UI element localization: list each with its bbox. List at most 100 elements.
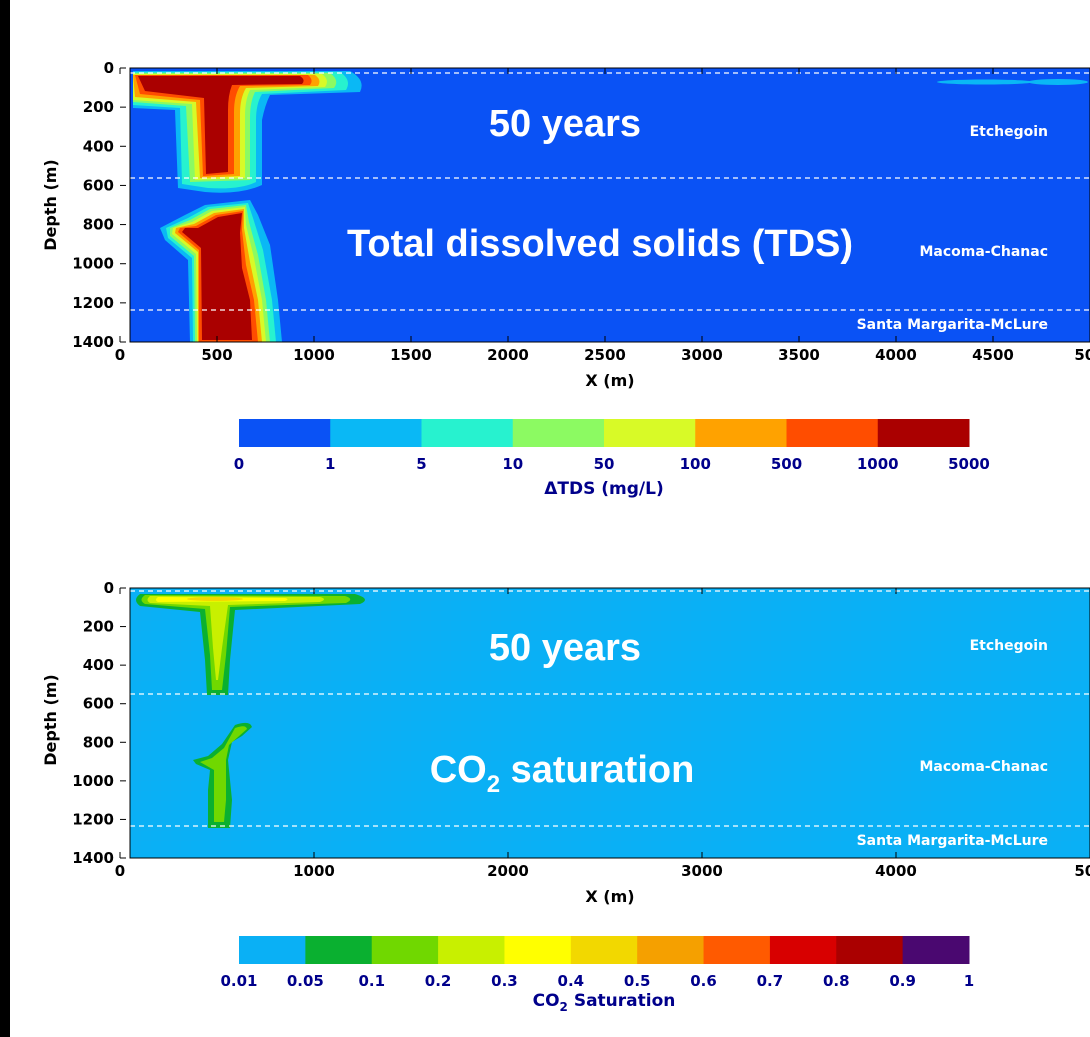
colorbar-swatch xyxy=(695,419,787,447)
tds-upper-plume xyxy=(133,71,362,193)
co2-subtitle-suffix: saturation xyxy=(500,749,694,791)
tds-formation-santa-margarita: Santa Margarita-McLure xyxy=(857,317,1048,333)
tds-formation-macoma: Macoma-Chanac xyxy=(919,244,1048,260)
colorbar-tick-label: 0 xyxy=(234,455,244,473)
y-tick-label: 800 xyxy=(83,733,114,751)
tds-colorbar-label: ΔTDS (mg/L) xyxy=(544,479,664,499)
x-tick-label: 500 xyxy=(1074,346,1090,364)
colorbar-tick-label: 5 xyxy=(416,455,426,473)
co2-colorbar-label-sub: 2 xyxy=(560,1000,568,1014)
colorbar-swatch xyxy=(786,419,879,447)
co2-formation-santa-margarita: Santa Margarita-McLure xyxy=(857,833,1048,849)
co2-panel: 50 years CO2 saturation Etchegoin Macoma… xyxy=(41,579,1090,1014)
co2-y-ticks: 0 200 400 600 800 1000 1200 1400 xyxy=(72,579,126,867)
colorbar-tick-label: 1 xyxy=(325,455,335,473)
x-tick-label: 3000 xyxy=(681,862,723,880)
co2-subtitle: CO2 saturation xyxy=(430,749,695,798)
tds-y-label: Depth (m) xyxy=(41,159,60,251)
y-tick-label: 600 xyxy=(83,695,114,713)
tds-subtitle: Total dissolved solids (TDS) xyxy=(347,223,853,265)
co2-colorbar-label-suffix: Saturation xyxy=(568,991,675,1011)
co2-subtitle-prefix: CO xyxy=(430,749,487,791)
colorbar-tick-label: 0.05 xyxy=(287,972,324,990)
tds-colorbar: 0 1 5 10 50 100 500 1000 5000 xyxy=(234,419,990,473)
colorbar-tick-label: 1000 xyxy=(857,455,899,473)
colorbar-tick-label: 0.4 xyxy=(558,972,585,990)
co2-plot-frame xyxy=(129,587,1090,859)
colorbar-tick-label: 0.7 xyxy=(757,972,784,990)
left-black-edge xyxy=(0,0,10,1037)
tds-lower-plume xyxy=(160,200,282,342)
co2-subtitle-sub: 2 xyxy=(487,771,500,798)
y-tick-label: 1400 xyxy=(72,849,114,867)
colorbar-swatch xyxy=(836,936,904,964)
x-tick-label: 0 xyxy=(115,862,125,880)
tds-panel: 50 years Total dissolved solids (TDS) Et… xyxy=(41,59,1090,499)
co2-upper-plume xyxy=(136,594,365,695)
colorbar-swatch xyxy=(239,936,306,964)
colorbar-tick-label: 0.9 xyxy=(889,972,916,990)
co2-grid xyxy=(130,588,1090,858)
co2-colorbar-label-prefix: CO xyxy=(533,991,560,1011)
colorbar-tick-label: 50 xyxy=(594,455,615,473)
y-tick-label: 0 xyxy=(104,59,114,77)
colorbar-swatch xyxy=(604,419,696,447)
colorbar-swatch xyxy=(703,936,771,964)
colorbar-swatch xyxy=(570,936,638,964)
co2-colorbar: 0.01 0.05 0.1 0.2 0.3 0.4 0.5 0.6 0.7 0.8 0.9 1 xyxy=(220,936,974,990)
x-tick-label: 2000 xyxy=(487,346,529,364)
x-tick-label: 2000 xyxy=(487,862,529,880)
y-tick-label: 200 xyxy=(83,618,114,636)
tds-x-label: X (m) xyxy=(585,371,634,390)
tds-plot-area xyxy=(130,68,1090,342)
y-tick-label: 400 xyxy=(83,137,114,155)
colorbar-swatch xyxy=(330,419,422,447)
co2-formation-etchegoin: Etchegoin xyxy=(970,638,1048,654)
x-tick-label: 0 xyxy=(115,346,125,364)
colorbar-swatch xyxy=(438,936,505,964)
colorbar-tick-label: 0.5 xyxy=(624,972,651,990)
colorbar-swatch xyxy=(637,936,705,964)
x-tick-label: 3500 xyxy=(778,346,820,364)
colorbar-tick-label: 10 xyxy=(502,455,523,473)
colorbar-swatch xyxy=(769,936,837,964)
co2-formation-macoma: Macoma-Chanac xyxy=(919,759,1048,775)
colorbar-tick-label: 5000 xyxy=(948,455,990,473)
co2-x-ticks: 0 1000 2000 3000 4000 500 xyxy=(115,588,1090,880)
tds-time-label: 50 years xyxy=(489,103,641,145)
colorbar-swatch xyxy=(305,936,373,964)
colorbar-swatch xyxy=(877,419,970,447)
x-tick-label: 500 xyxy=(1074,862,1090,880)
y-tick-label: 200 xyxy=(83,98,114,116)
colorbar-swatch xyxy=(902,936,970,964)
tds-right-spots xyxy=(937,79,1088,85)
colorbar-tick-label: 0.3 xyxy=(491,972,518,990)
tds-formation-lines xyxy=(130,72,1090,311)
y-tick-label: 1200 xyxy=(72,294,114,312)
colorbar-swatch xyxy=(371,936,439,964)
colorbar-tick-label: 0.6 xyxy=(690,972,717,990)
y-tick-label: 400 xyxy=(83,656,114,674)
x-tick-label: 3000 xyxy=(681,346,723,364)
y-tick-label: 600 xyxy=(83,176,114,194)
x-tick-label: 4000 xyxy=(875,862,917,880)
colorbar-swatch xyxy=(421,419,514,447)
x-tick-label: 500 xyxy=(201,346,232,364)
co2-formation-lines xyxy=(130,590,1090,827)
x-tick-label: 2500 xyxy=(584,346,626,364)
co2-lower-plume xyxy=(193,722,252,828)
x-tick-label: 1000 xyxy=(293,346,335,364)
colorbar-tick-label: 0.8 xyxy=(823,972,850,990)
x-tick-label: 4500 xyxy=(972,346,1014,364)
colorbar-swatch xyxy=(239,419,331,447)
tds-formation-etchegoin: Etchegoin xyxy=(970,124,1048,140)
co2-plumes xyxy=(136,594,365,828)
co2-colorbar-label: CO2 Saturation xyxy=(533,991,676,1014)
colorbar-tick-label: 0.1 xyxy=(358,972,385,990)
colorbar-swatch xyxy=(504,936,572,964)
colorbar-tick-label: 500 xyxy=(771,455,802,473)
y-tick-label: 1400 xyxy=(72,333,114,351)
y-tick-label: 0 xyxy=(104,579,114,597)
colorbar-tick-label: 1 xyxy=(964,972,974,990)
